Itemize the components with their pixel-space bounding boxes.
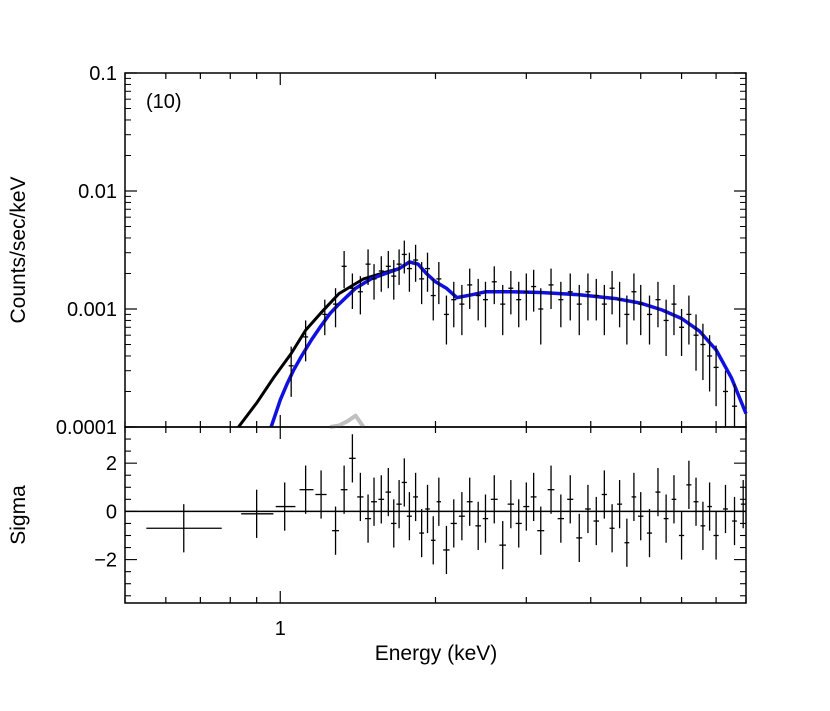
component-model-line — [269, 260, 748, 428]
bottom-panel-ticks — [124, 426, 747, 603]
top-panel-ticks — [124, 72, 747, 428]
top-panel-frame — [124, 72, 747, 428]
y-tick-label: 0.1 — [89, 63, 117, 85]
top-model-series — [237, 260, 748, 429]
bottom-panel-frame — [124, 426, 747, 604]
bottom-ytick-labels: 2 0 −2 — [94, 453, 117, 571]
bottom-y-axis-title: Sigma — [7, 485, 30, 545]
x-tick-label: 1 — [275, 618, 286, 640]
residual-points — [146, 434, 746, 575]
panel-label: (10) — [146, 91, 182, 113]
top-panel: 0.1 0.01 0.001 0.0001 (10) Counts/sec/keV — [7, 63, 748, 439]
y-tick-label: 0.01 — [78, 181, 117, 203]
y-tick-label: 2 — [106, 453, 117, 475]
top-ytick-labels: 0.1 0.01 0.001 0.0001 — [56, 63, 117, 439]
y-tick-label: −2 — [94, 550, 117, 572]
y-tick-label: 0.0001 — [56, 417, 117, 439]
bottom-panel: 2 0 −2 1 Sigma Energy (keV) — [7, 426, 747, 665]
x-axis-title: Energy (keV) — [375, 642, 498, 665]
x-tick-labels: 1 — [275, 618, 286, 640]
y-tick-label: 0.001 — [67, 299, 117, 321]
top-data-points — [288, 240, 738, 427]
y-tick-label: 0 — [106, 501, 117, 523]
minor-component-line — [329, 413, 366, 429]
top-y-axis-title: Counts/sec/keV — [7, 176, 30, 323]
total-model-line — [237, 267, 400, 428]
